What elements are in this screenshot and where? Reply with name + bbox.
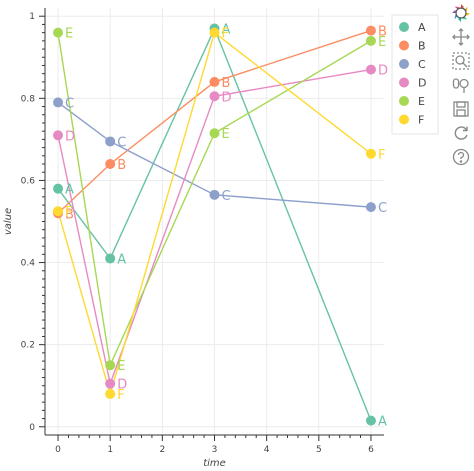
legend-label-c: C bbox=[418, 58, 426, 71]
data-point-e bbox=[105, 360, 116, 371]
x-tick-label: 5 bbox=[316, 445, 322, 455]
data-point-b bbox=[365, 25, 376, 36]
point-label-d: D bbox=[378, 64, 388, 79]
series-line-d bbox=[57, 68, 372, 387]
data-point-d bbox=[105, 378, 116, 389]
data-point-b bbox=[105, 159, 116, 170]
data-point-e bbox=[53, 27, 64, 38]
legend-label-f: F bbox=[418, 114, 424, 127]
y-tick-label: 0.6 bbox=[21, 176, 36, 186]
y-tick-label: 0.4 bbox=[21, 259, 36, 269]
x-tick-label: 3 bbox=[212, 445, 218, 455]
x-tick-label: 6 bbox=[368, 445, 374, 455]
y-tick-label: 0.2 bbox=[21, 341, 35, 351]
toolbar bbox=[450, 2, 472, 170]
legend-label-b: B bbox=[418, 40, 426, 53]
series-line-b bbox=[57, 29, 372, 214]
data-point-a bbox=[105, 253, 116, 264]
point-label-e: E bbox=[65, 27, 73, 42]
axes: 0 1 2 3 4 5 6 0 0.2 0.4 0.6 0.8 1 time value bbox=[3, 8, 384, 469]
data-point-f bbox=[105, 388, 116, 399]
point-label-e: E bbox=[222, 127, 230, 142]
point-label-b: B bbox=[378, 25, 387, 40]
point-label-a: A bbox=[222, 23, 231, 38]
y-tick-label: 0 bbox=[29, 423, 35, 433]
grid bbox=[45, 8, 384, 435]
x-tick-label: 4 bbox=[264, 445, 270, 455]
point-label-b: B bbox=[65, 207, 74, 222]
legend-label-a: A bbox=[418, 21, 426, 34]
data-point-c bbox=[105, 136, 116, 147]
pan-icon[interactable] bbox=[450, 26, 472, 48]
x-tick-label: 2 bbox=[159, 445, 165, 455]
y-axis-label: value bbox=[3, 208, 14, 235]
point-label-e: E bbox=[117, 359, 125, 374]
data-point-c bbox=[53, 97, 64, 108]
data-point-a bbox=[365, 415, 376, 426]
point-label-b: B bbox=[117, 158, 126, 173]
legend-marker-e bbox=[399, 96, 409, 106]
wheel-zoom-icon[interactable] bbox=[450, 74, 472, 96]
data-point-e bbox=[365, 35, 376, 46]
point-label-f: F bbox=[65, 205, 72, 220]
x-tick-label: 1 bbox=[107, 445, 113, 455]
bokeh-logo-icon bbox=[450, 2, 472, 24]
data-point-b bbox=[209, 76, 220, 87]
point-label-f: F bbox=[378, 148, 385, 163]
point-label-a: A bbox=[117, 252, 126, 267]
point-label-e: E bbox=[378, 35, 386, 50]
legend-marker-a bbox=[399, 22, 409, 32]
series-line-e bbox=[57, 32, 372, 368]
data-point-d bbox=[209, 91, 220, 102]
y-tick-label: 1 bbox=[29, 12, 35, 22]
data-point-d bbox=[365, 64, 376, 75]
point-label-f: F bbox=[117, 388, 124, 403]
series-line-f bbox=[57, 31, 372, 397]
data-point-c bbox=[209, 189, 220, 200]
data-point-c bbox=[365, 202, 376, 213]
data-point-f bbox=[53, 206, 64, 217]
point-label-d: D bbox=[222, 90, 232, 105]
data-point-a bbox=[53, 183, 64, 194]
help-icon[interactable] bbox=[450, 146, 472, 168]
point-label-f: F bbox=[222, 27, 229, 42]
save-icon[interactable] bbox=[450, 98, 472, 120]
data-point-f bbox=[365, 148, 376, 159]
reset-icon[interactable] bbox=[450, 122, 472, 144]
legend-label-e: E bbox=[418, 95, 425, 108]
x-axis-label: time bbox=[203, 458, 226, 469]
legend-marker-f bbox=[399, 114, 409, 125]
point-label-c: C bbox=[222, 189, 231, 204]
legend-box bbox=[391, 14, 439, 135]
point-label-a: A bbox=[378, 415, 387, 430]
y-tick-label: 0.8 bbox=[21, 94, 36, 104]
point-label-d: D bbox=[65, 129, 75, 144]
point-label-c: C bbox=[378, 201, 387, 216]
data-point-d bbox=[53, 130, 64, 141]
point-label-d: D bbox=[117, 378, 127, 393]
series-line-a bbox=[57, 26, 372, 421]
point-label-c: C bbox=[65, 96, 74, 111]
series-line-c bbox=[57, 101, 372, 208]
legend-marker-d bbox=[399, 77, 409, 88]
legend-marker-c bbox=[399, 59, 409, 69]
data-point-e bbox=[209, 128, 220, 139]
box-zoom-icon[interactable] bbox=[450, 50, 472, 72]
data-point-f bbox=[209, 27, 220, 38]
point-label-a: A bbox=[65, 183, 74, 198]
x-tick-label: 0 bbox=[55, 445, 61, 455]
legend-label-d: D bbox=[418, 77, 426, 90]
point-label-b: B bbox=[222, 76, 231, 91]
point-label-c: C bbox=[117, 135, 126, 150]
legend-marker-b bbox=[399, 40, 409, 51]
